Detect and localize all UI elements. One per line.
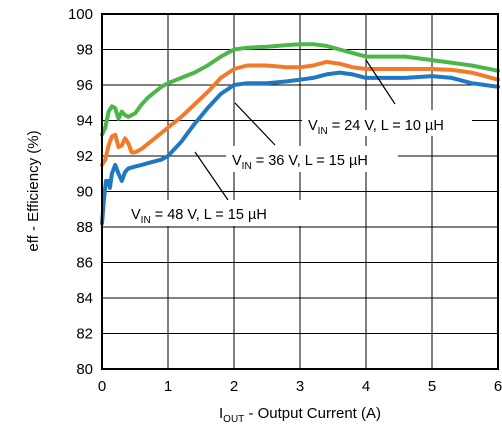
y-tick-label: 82: [76, 326, 93, 343]
series-lines: [100, 42, 500, 226]
y-tick-label: 88: [76, 219, 93, 236]
annotation-48v: VIN = 48 V, L = 15 µH: [126, 151, 309, 226]
x-tick-labels: 0 1 2 3 4 5 6: [98, 378, 502, 395]
series-line-s48: [100, 70, 500, 226]
series-label-48v: VIN = 48 V, L = 15 µH: [131, 207, 267, 226]
plot-frame: [101, 13, 499, 370]
x-tick-label: 0: [98, 378, 106, 395]
x-tick-label: 5: [428, 378, 436, 395]
series-label-24v: VIN = 24 V, L = 10 µH: [308, 118, 444, 137]
series-label-36v: VIN = 36 V, L = 15 µH: [232, 153, 368, 172]
annotation-36v: VIN = 36 V, L = 15 µH: [226, 102, 398, 172]
x-tick-label: 3: [296, 378, 304, 395]
x-tick-label: 6: [494, 378, 502, 395]
series-line-s24: [100, 42, 500, 137]
leader-line-36v: [234, 102, 276, 146]
y-tick-label: 84: [76, 290, 93, 307]
y-axis-title: eff - Efficiency (%): [25, 130, 42, 251]
y-tick-label: 90: [76, 184, 93, 201]
y-tick-label: 94: [76, 113, 93, 130]
label-bg-48v: [126, 200, 309, 226]
leader-line-24v: [365, 59, 396, 105]
x-tick-label: 4: [362, 378, 370, 395]
label-bg-24v: [302, 110, 472, 136]
y-tick-label: 92: [76, 148, 93, 165]
label-bg-36v: [226, 146, 398, 172]
y-tick-labels: 80 82 84 86 88 90 92 94 96 98 100: [68, 6, 93, 378]
y-tick-label: 98: [76, 42, 93, 59]
x-tick-label: 2: [230, 378, 238, 395]
x-tick-label: 1: [164, 378, 172, 395]
y-tick-label: 100: [68, 6, 93, 23]
leader-line-48v: [194, 151, 229, 201]
y-tick-label: 80: [76, 361, 93, 378]
annotation-24v: VIN = 24 V, L = 10 µH: [302, 59, 472, 137]
x-axis-title: IOUT - Output Current (A): [219, 405, 381, 425]
y-tick-label: 96: [76, 77, 93, 94]
series-line-s36: [100, 59, 500, 167]
y-tick-label: 86: [76, 255, 93, 272]
